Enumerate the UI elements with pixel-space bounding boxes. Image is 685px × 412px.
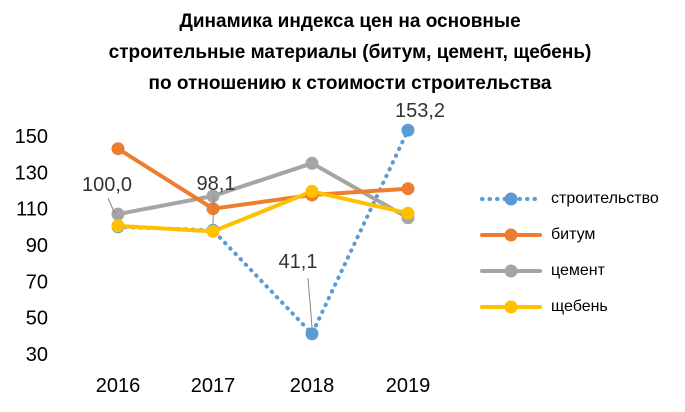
chart-legend: строительство битум цемент щебень	[478, 186, 683, 330]
y-tick-label: 130	[15, 162, 48, 184]
series-line-0	[116, 128, 410, 336]
data-label-leader	[307, 277, 313, 328]
legend-item: цемент	[478, 258, 683, 294]
series-2-point	[206, 189, 220, 203]
series-line-3	[116, 189, 410, 234]
series-0-point	[401, 123, 415, 137]
y-tick-label: 70	[26, 271, 48, 293]
series-3-point	[305, 184, 319, 198]
legend-swatch	[480, 192, 542, 206]
y-tick-label: 150	[15, 126, 48, 148]
y-tick-label: 30	[26, 344, 48, 366]
series-2-point	[305, 156, 319, 170]
chart-title-line-3: по отношению к стоимости строительства	[148, 73, 552, 94]
series-1-point	[111, 142, 125, 156]
series-3-point	[111, 219, 125, 233]
legend-swatch	[480, 264, 542, 278]
series-2-point	[111, 207, 125, 221]
series-1-point	[401, 182, 415, 196]
data-label-leader	[107, 197, 116, 215]
data-label: 41,1	[279, 251, 318, 273]
series-3-point	[206, 224, 220, 238]
series-line-1	[116, 146, 410, 211]
series-1-point	[206, 202, 220, 216]
y-tick-label: 50	[26, 308, 48, 330]
legend-label: битум	[551, 226, 596, 243]
y-tick-label: 110	[16, 199, 48, 221]
legend-swatch	[480, 300, 542, 314]
legend-item: щебень	[478, 294, 683, 330]
data-label: 98,1	[197, 173, 236, 195]
chart-title-line-2: строительные материалы (битум, цемент, щ…	[108, 42, 592, 63]
y-tick-label: 90	[26, 235, 48, 257]
data-label: 100,0	[82, 174, 132, 196]
legend-label: щебень	[551, 298, 608, 315]
x-tick-label: 2019	[386, 375, 431, 397]
x-tick-label: 2018	[290, 375, 335, 397]
series-3-point	[401, 206, 415, 220]
chart-title-line-1: Динамика индекса цен на основные	[179, 11, 521, 32]
x-tick-label: 2016	[96, 375, 141, 397]
legend-item: строительство	[478, 186, 683, 222]
series-0-point	[305, 327, 319, 341]
legend-label: строительство	[551, 190, 659, 207]
x-tick-label: 2017	[191, 375, 236, 397]
chart-title: Динамика индекса цен на основные строите…	[60, 6, 640, 99]
legend-label: цемент	[551, 262, 605, 279]
data-label: 153,2	[395, 100, 445, 122]
legend-swatch	[480, 228, 542, 242]
legend-item: битум	[478, 222, 683, 258]
data-label-leader	[212, 196, 215, 225]
